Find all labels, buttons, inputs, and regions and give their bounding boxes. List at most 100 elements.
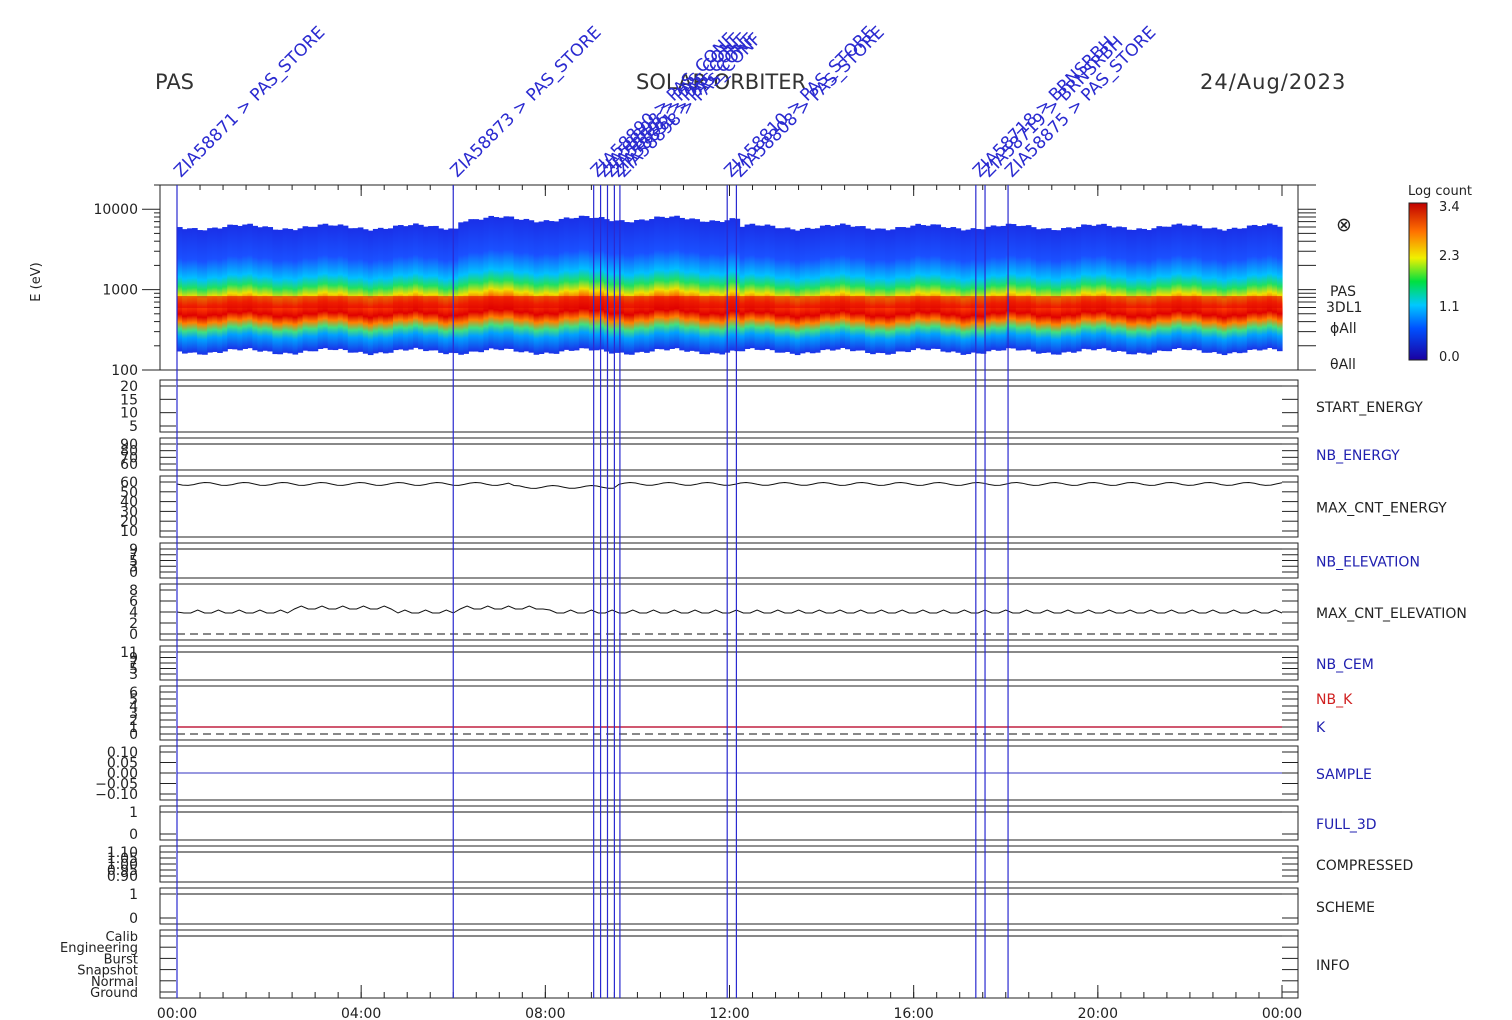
panel-tick-label: 5 (129, 419, 138, 435)
spectrogram-column (227, 224, 233, 350)
panel-tick-label: 20 (120, 514, 138, 530)
spectrogram-column (945, 227, 952, 353)
spectrogram-column (1216, 229, 1223, 354)
spectrogram-column (317, 224, 324, 349)
spectrogram-column (870, 229, 876, 355)
spectrogram-column (413, 223, 419, 348)
spectrogram-column (513, 219, 520, 352)
spectrogram-column (654, 216, 660, 349)
spectrogram-column (458, 222, 464, 355)
max-cnt-energy-trace (176, 481, 1283, 489)
spectrogram-column (774, 228, 781, 353)
spectrogram-column (1246, 225, 1253, 350)
spectrogram-column (608, 221, 615, 354)
spectrogram-column (1181, 225, 1188, 350)
spectrogram-column (182, 229, 188, 354)
panel-name-label: MAX_CNT_ENERGY (1316, 501, 1447, 517)
spectrogram-column (975, 229, 982, 354)
spectrogram-column (1241, 228, 1248, 353)
spectrogram-column (1025, 225, 1032, 350)
spectrogram-column (1261, 225, 1268, 350)
spectrogram-column (689, 218, 695, 351)
panel-name-label: NB_K (1316, 692, 1353, 708)
spectrogram-column (965, 229, 972, 355)
spectrogram-column (1271, 224, 1278, 350)
spectrogram-column (1131, 229, 1137, 355)
spectrogram-column (890, 229, 896, 354)
spectrogram-column (548, 221, 555, 354)
colorbar: Log count 3.4 2.3 1.1 0.0 (1408, 184, 1472, 365)
spectrogram-column (392, 225, 399, 351)
spectrogram-column (1171, 224, 1178, 349)
panel-frame (159, 475, 1299, 538)
event-label: ZIA58873 > PAS_STORE (447, 23, 606, 182)
panel-tick-label: 7 (129, 656, 138, 672)
spectrogram-column (709, 220, 716, 353)
panel-name-label-secondary: K (1316, 720, 1326, 736)
spectrogram-column (634, 220, 640, 353)
panel-tick-label: 15 (120, 392, 138, 408)
spectrogram-column (403, 226, 409, 351)
spectrogram-column (1055, 230, 1062, 355)
spectrogram-column (613, 220, 620, 353)
panel-tick-label: 9 (129, 542, 138, 558)
time-tick-label: 20:00 (1078, 1006, 1118, 1020)
spec-label-level: 3DL1 (1326, 300, 1362, 316)
spectrogram-column (1086, 224, 1092, 350)
spectrogram-column (197, 230, 203, 355)
spectrogram-column (1251, 224, 1258, 350)
spec-label-phi: ϕAll (1330, 321, 1357, 337)
spectrogram-column (794, 230, 801, 356)
spectrogram-column (568, 218, 575, 351)
panel-tick-label: 50 (120, 485, 138, 501)
spectrogram-column (382, 228, 389, 354)
spectrogram-column (202, 230, 208, 355)
panel-tick-label: 4 (129, 699, 138, 715)
panel-tick-label: 80 (120, 444, 138, 460)
spectrogram-column (779, 228, 786, 353)
spectrogram-column (578, 215, 585, 349)
spectrogram-column (1081, 224, 1087, 349)
spectrogram-column (1020, 225, 1027, 351)
spec-label-theta: θAll (1330, 357, 1356, 373)
panel-tick-label: Snapshot (77, 964, 138, 979)
spectrogram-column (905, 227, 911, 353)
spectrogram-column (257, 227, 263, 352)
colorbar-title: Log count (1408, 184, 1472, 199)
spectrogram-column (829, 226, 836, 351)
panel-tick-label: 0 (129, 627, 138, 643)
spectrogram-column (1035, 229, 1042, 354)
panel-tick-label: Calib (105, 930, 138, 945)
spectrogram-column (272, 229, 279, 355)
spectrogram-column (438, 228, 444, 353)
panel-tick-label: 10 (120, 406, 138, 422)
spectrogram-column (649, 219, 655, 352)
spectrogram-column (387, 228, 394, 353)
panel-tick-label: 1.10 (107, 845, 138, 861)
spectrogram-column (302, 226, 309, 351)
colorbar-tick: 0.0 (1439, 350, 1460, 365)
spectrogram-column (1010, 224, 1017, 349)
spectrogram-column (995, 226, 1002, 351)
spectrogram-column (1146, 230, 1153, 355)
spectrogram-column (629, 222, 635, 355)
colorbar-tick: 1.1 (1439, 300, 1460, 315)
spectrogram-column (1176, 223, 1183, 349)
spectrogram-column (1166, 226, 1173, 352)
time-tick-label: 08:00 (525, 1006, 565, 1020)
time-tick-label: 12:00 (709, 1006, 749, 1020)
panel-tick-label: 3 (129, 667, 138, 683)
spectrogram-column (1061, 228, 1067, 353)
spectrogram-column (192, 228, 198, 353)
spectrogram-column (669, 216, 675, 349)
spectrogram-column (1221, 230, 1228, 356)
panel-tick-label: 0 (129, 911, 138, 927)
panel-name-label: SCHEME (1316, 900, 1375, 916)
spectrogram-panel (177, 215, 1283, 356)
spectrogram-column (493, 217, 500, 350)
panel-tick-label: 0 (129, 727, 138, 743)
spectrogram-column (920, 225, 926, 350)
spectrogram-column (729, 218, 736, 351)
spectrogram-column (1276, 226, 1283, 352)
